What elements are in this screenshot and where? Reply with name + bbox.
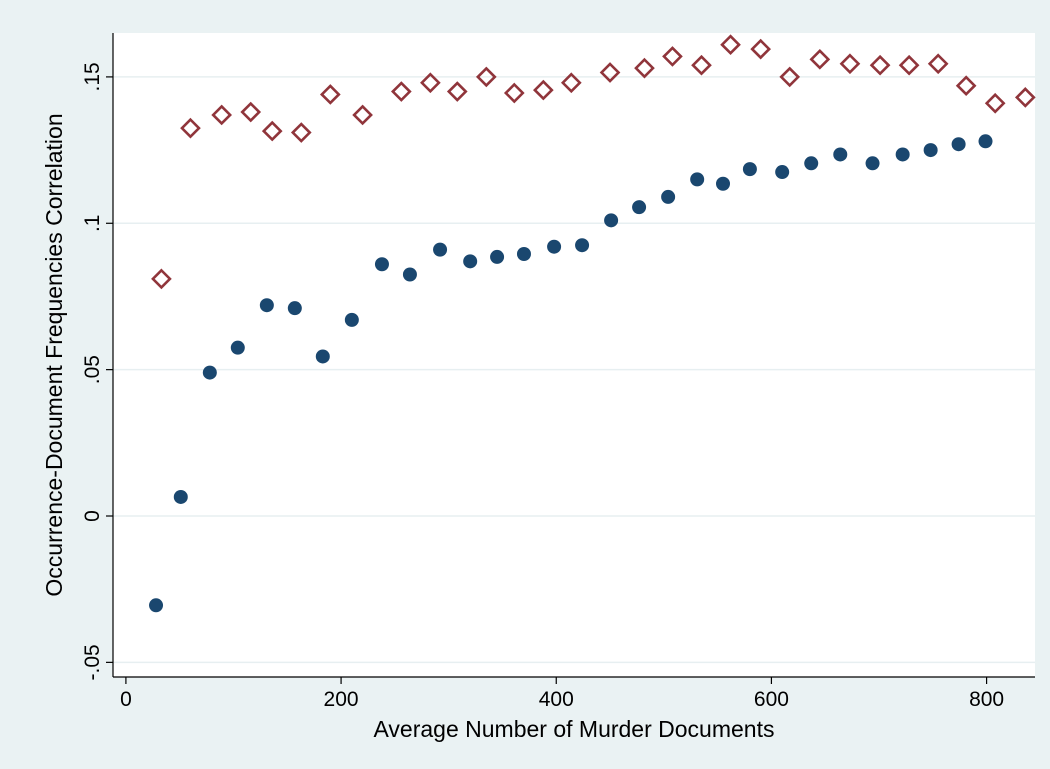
data-point — [315, 349, 330, 364]
data-point — [211, 104, 232, 126]
data-point — [319, 84, 341, 105]
data-point — [420, 72, 441, 94]
data-point — [532, 79, 554, 101]
series-1 — [149, 134, 993, 613]
y-tick-label: 0 — [81, 510, 104, 522]
data-point — [575, 238, 590, 253]
data-point — [503, 82, 525, 104]
data-point — [809, 49, 831, 70]
x-axis-title: Average Number of Murder Documents — [374, 716, 775, 742]
y-axis-ticks: -.05 0 .05 .1 .15 — [81, 62, 113, 680]
data-point — [978, 134, 993, 149]
data-point — [599, 62, 621, 83]
y-tick-label: .1 — [81, 215, 104, 233]
plot-area — [113, 33, 1035, 677]
data-point — [833, 147, 848, 162]
data-point — [547, 239, 562, 254]
data-point — [446, 81, 468, 102]
x-tick-label: 800 — [969, 688, 1004, 711]
x-axis-ticks: 0 200 400 600 800 — [120, 677, 1004, 711]
data-point — [149, 598, 164, 613]
data-point — [352, 104, 373, 126]
data-point — [690, 172, 705, 187]
data-point — [839, 53, 861, 75]
data-point — [261, 120, 283, 142]
y-tick-label: .05 — [81, 355, 104, 384]
data-point — [775, 165, 790, 180]
data-point — [634, 57, 655, 79]
data-point — [202, 365, 217, 380]
data-point — [490, 249, 505, 264]
data-point — [402, 267, 417, 282]
data-point — [984, 92, 1006, 114]
x-tick-label: 200 — [324, 688, 359, 711]
data-point — [779, 66, 801, 88]
data-point — [742, 162, 757, 177]
data-point — [604, 213, 619, 228]
data-point — [895, 147, 910, 162]
data-point — [287, 301, 302, 316]
x-tick-label: 600 — [754, 688, 789, 711]
data-point — [923, 143, 938, 158]
data-point — [374, 257, 389, 272]
data-point — [560, 72, 582, 94]
data-point — [927, 53, 949, 75]
data-point — [390, 81, 412, 102]
data-point — [691, 54, 712, 76]
x-tick-label: 400 — [539, 688, 574, 711]
data-point — [173, 489, 188, 504]
data-point — [1014, 87, 1036, 108]
data-point — [240, 101, 262, 123]
data-point — [750, 38, 771, 60]
data-point — [632, 200, 647, 215]
series-2 — [151, 34, 1036, 290]
data-points — [149, 34, 1036, 613]
data-point — [230, 340, 245, 355]
data-point — [475, 66, 497, 88]
data-point — [344, 312, 359, 327]
data-point — [804, 156, 819, 171]
data-point — [716, 176, 731, 191]
data-point — [951, 137, 966, 152]
x-tick-label: 0 — [120, 688, 132, 711]
data-point — [869, 54, 891, 76]
y-tick-label: -.05 — [81, 644, 104, 680]
data-point — [516, 247, 531, 262]
data-point — [151, 268, 172, 290]
data-point — [898, 54, 920, 76]
data-point — [661, 189, 676, 204]
y-tick-label: .15 — [81, 62, 104, 91]
data-point — [955, 75, 977, 97]
data-point — [662, 46, 683, 67]
data-point — [433, 242, 448, 257]
y-axis-title: Occurrence-Document Frequencies Correlat… — [41, 113, 67, 596]
data-point — [290, 122, 312, 143]
data-point — [865, 156, 880, 171]
data-point — [463, 254, 478, 269]
data-point — [259, 298, 274, 313]
data-point — [180, 117, 201, 139]
data-point — [720, 34, 741, 56]
